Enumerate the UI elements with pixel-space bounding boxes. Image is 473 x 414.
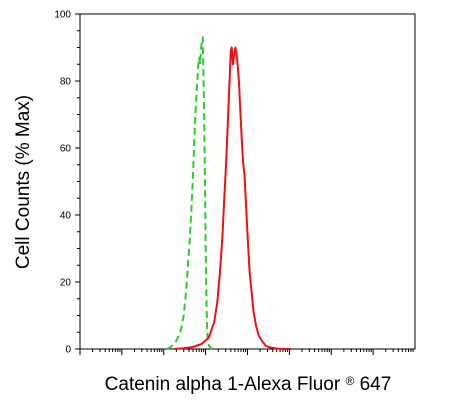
x-axis-title-suffix: 647 — [360, 374, 392, 395]
series-line-1 — [166, 36, 213, 350]
x-axis-title: Catenin alpha 1-Alexa Fluor ® 647 — [105, 369, 392, 395]
y-tick-label: 60 — [60, 144, 72, 155]
x-axis-title-registered-mark: ® — [345, 374, 354, 388]
y-tick-label: 0 — [65, 345, 71, 356]
x-axis-title-main: Catenin alpha 1-Alexa Fluor — [105, 374, 341, 395]
y-tick-label: 80 — [60, 77, 72, 88]
x-axis-ticks — [79, 349, 414, 355]
series-line-2 — [174, 46, 292, 350]
y-axis-title: Cell Counts (% Max) — [13, 95, 34, 269]
y-tick-label: 20 — [60, 278, 72, 289]
y-tick-label: 100 — [54, 10, 71, 21]
y-axis-ticks: 0 20 40 60 80 100 — [54, 10, 80, 356]
y-tick-label: 40 — [60, 211, 72, 222]
series-group — [166, 36, 292, 350]
plot-frame — [79, 13, 416, 350]
